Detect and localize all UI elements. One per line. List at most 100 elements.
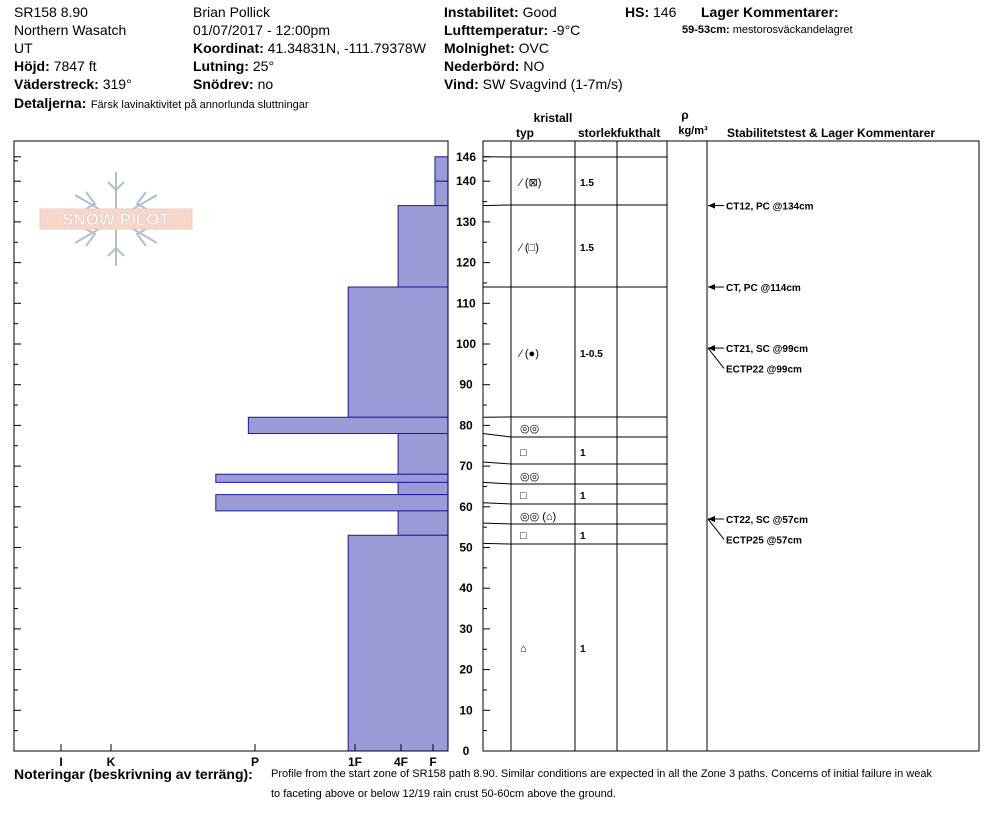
observer-name: Brian Pollick [193, 4, 271, 20]
notes-line-1: Profile from the start zone of SR158 pat… [271, 768, 932, 780]
test-label: ECTP25 @57cm [726, 535, 802, 546]
snowpilot-logo: SNOW PILOT [39, 172, 193, 266]
y-tick-label: 60 [459, 500, 473, 514]
test-leader [707, 347, 725, 369]
coordinate-row: Koordinat: 41.34831N, -111.79378W [193, 40, 426, 56]
layer-comment-text: mestorosväckandelagret [732, 24, 853, 36]
y-tick-label: 40 [459, 581, 473, 595]
test-label: CT22, SC @57cm [726, 515, 808, 526]
test-arrow [708, 202, 715, 209]
sky-row: Molnighet: OVC [444, 40, 549, 56]
height-axis: 0 10 20 30 40 50 60 70 80 90 100 110 120 130 140 146 [14, 150, 490, 758]
y-tick-label: 70 [459, 459, 473, 473]
crystal-size: 1 [580, 491, 586, 502]
y-tick-label: 120 [456, 256, 476, 270]
crystal-type-symbol: □ [520, 490, 527, 502]
layer-connector [482, 481, 512, 485]
layer-comments-title: Lager Kommentarer: [701, 4, 839, 20]
hardness-bar [215, 473, 449, 483]
y-tick-label: 10 [459, 703, 473, 717]
hardness-bar [397, 433, 449, 475]
test-label: CT12, PC @134cm [726, 202, 814, 213]
hardness-bar [347, 534, 449, 752]
crystal-size: 1 [580, 448, 586, 459]
layer-comment-range: 59-53cm: [682, 24, 730, 36]
hardness-bar [434, 156, 449, 182]
air-temp-label: Lufttemperatur: [444, 22, 549, 38]
y-tick-label: 20 [459, 663, 473, 677]
elevation-label: Höjd: [14, 58, 50, 74]
hardness-bar [347, 286, 449, 418]
hardness-axis: I K P 1F 4F F [59, 744, 437, 769]
y-tick-label: 140 [456, 174, 476, 188]
y-tick-label: 146 [456, 150, 476, 164]
y-tick-label: 30 [459, 622, 473, 636]
crystal-type-symbol: ◎◎ [520, 471, 539, 483]
test-label: CT, PC @114cm [726, 283, 801, 294]
snowdrift-row: Snödrev: no [193, 76, 273, 92]
air-temp-value: -9°C [552, 22, 581, 38]
hardness-tick-label: 1F [348, 755, 362, 769]
layer-connector [482, 433, 512, 438]
wind-label: Vind: [444, 76, 479, 92]
notes-line-2: to faceting above or below 12/19 rain cr… [271, 788, 616, 800]
hardness-bar [434, 180, 449, 207]
test-arrow [708, 345, 715, 352]
hardness-tick-label: P [251, 755, 259, 769]
hardness-bar [247, 416, 449, 435]
test-label: CT21, SC @99cm [726, 344, 808, 355]
y-tick-label: 80 [459, 418, 473, 432]
crystal-size: 1 [580, 644, 586, 655]
layer-comment: 59-53cm: mestorosväckandelagret [682, 24, 853, 36]
hardness-bar [397, 481, 449, 496]
hardness-bar [397, 205, 449, 288]
details-row: Detaljerna: Färsk lavinaktivitet på anno… [14, 95, 309, 113]
stability-tests: CT12, PC @134cm CT, PC @114cm CT21, SC @99… [707, 202, 814, 546]
hardness-bar [397, 510, 449, 536]
layer-connector [482, 522, 512, 525]
hardness-bar [215, 494, 449, 512]
layer-connector [482, 502, 512, 505]
region: Northern Wasatch [14, 22, 127, 38]
snowdrift-value: no [257, 76, 274, 92]
sky-label: Molnighet: [444, 40, 515, 56]
y-tick-label: 110 [456, 296, 476, 310]
hardness-tick-label: F [429, 755, 436, 769]
aspect-label: Väderstreck: [14, 76, 99, 92]
hardness-tick-label: K [107, 755, 116, 769]
y-tick-label: 50 [459, 541, 473, 555]
aspect-row: Väderstreck: 319° [14, 76, 132, 92]
layer-table-frame [482, 140, 980, 752]
hardness-tick-label: 4F [394, 755, 408, 769]
elevation-row: Höjd: 7847 ft [14, 58, 96, 74]
crystal-type-symbol: ⁄ (●) [517, 348, 539, 360]
instability-label: Instabilitet: [444, 4, 519, 20]
header-typ: typ [516, 126, 534, 140]
notes-label: Noteringar (beskrivning av terräng): [14, 766, 253, 782]
elevation-value: 7847 ft [53, 58, 97, 74]
profile-id: SR158 8.90 [14, 4, 88, 20]
crystal-type-symbol: □ [520, 530, 527, 542]
crystal-size: 1.5 [580, 178, 594, 189]
crystal-type-symbol: □ [520, 447, 527, 459]
hardness-tick-label: I [59, 755, 62, 769]
y-tick-label: 100 [456, 337, 476, 351]
test-arrow [708, 284, 715, 291]
header-fukthalt: fukthalt [617, 126, 660, 140]
precip-value: NO [523, 58, 545, 74]
layer-connector [482, 204, 512, 207]
wind-value: SW Svagvind (1-7m/s) [482, 76, 623, 92]
hs-label: HS: [625, 4, 650, 20]
logo-banner [39, 208, 193, 230]
coordinate-value: 41.34831N, -111.79378W [267, 40, 426, 56]
y-tick-label: 0 [463, 744, 470, 758]
details-label: Detaljerna: [14, 95, 87, 111]
hs-row: HS: 146 [625, 4, 676, 20]
hs-value: 146 [653, 4, 677, 20]
coordinate-label: Koordinat: [193, 40, 264, 56]
crystal-size: 1.5 [580, 243, 594, 254]
crystal-size: 1-0.5 [580, 349, 603, 360]
layer-rows: ⁄ (⊠) 1.5 ⁄ (□) 1.5 ⁄ (●) 1-0.5 ◎◎ □ 1 ◎◎ □ 1 ◎◎ (⌂)… [517, 177, 603, 655]
slope-label: Lutning: [193, 58, 249, 74]
